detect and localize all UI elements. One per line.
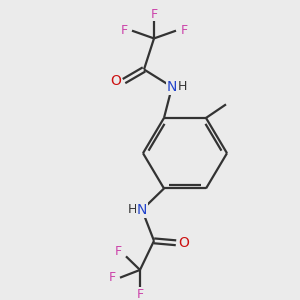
Text: F: F [120,24,128,37]
Text: F: F [108,271,116,284]
Text: H: H [177,80,187,93]
Text: O: O [178,236,189,250]
Text: N: N [167,80,177,94]
Text: F: F [150,8,158,21]
Text: N: N [137,203,147,217]
Text: O: O [111,74,122,88]
Text: F: F [136,288,144,300]
Text: H: H [127,203,137,216]
Text: F: F [180,24,188,37]
Text: F: F [114,245,122,258]
